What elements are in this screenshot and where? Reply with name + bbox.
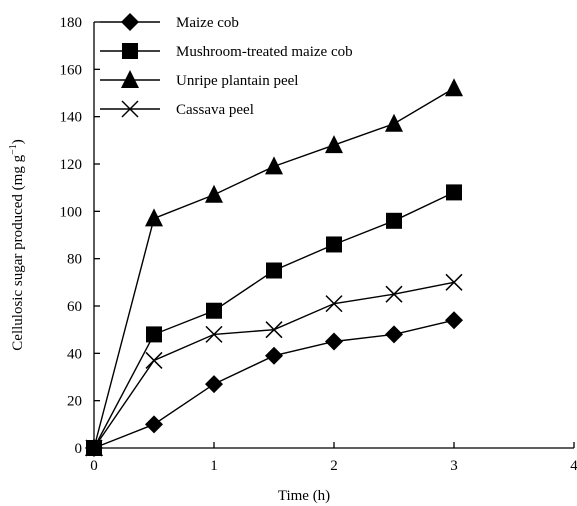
data-point-cassava-peel: [145, 351, 163, 369]
data-point-cassava-peel: [265, 321, 283, 339]
x-tick-label: 3: [450, 458, 458, 474]
data-point-cassava-peel: [205, 325, 223, 343]
data-point-cassava-peel: [385, 285, 403, 303]
data-point-mushroom-treated-maize-cob: [386, 212, 402, 229]
y-axis-title: Cellulosic sugar produced (mg g−1): [8, 139, 26, 350]
x-tick-label: 0: [90, 458, 98, 474]
legend-item-mushroom-treated-maize-cob: Mushroom-treated maize cob: [100, 43, 353, 60]
data-point-maize-cob: [145, 415, 163, 434]
data-point-mushroom-treated-maize-cob: [206, 302, 222, 319]
legend-marker: [121, 13, 139, 31]
data-point-unripe-plantain-peel: [265, 156, 283, 175]
data-point-maize-cob: [325, 332, 343, 351]
y-tick-label: 20: [67, 394, 82, 410]
data-point-unripe-plantain-peel: [385, 113, 403, 132]
series-cassava-peel: [85, 273, 463, 457]
data-point-unripe-plantain-peel: [205, 184, 223, 203]
legend-label: Mushroom-treated maize cob: [176, 44, 353, 60]
data-point-maize-cob: [385, 325, 403, 344]
data-point-cassava-peel: [325, 295, 343, 313]
data-point-cassava-peel: [85, 439, 103, 457]
legend-item-unripe-plantain-peel: Unripe plantain peel: [100, 70, 298, 89]
legend-label: Maize cob: [176, 15, 239, 31]
x-tick-label: 1: [210, 458, 218, 474]
legend-marker: [121, 100, 139, 118]
data-point-mushroom-treated-maize-cob: [446, 184, 462, 201]
data-point-mushroom-treated-maize-cob: [326, 236, 342, 253]
y-tick-label: 80: [67, 252, 82, 268]
series-mushroom-treated-maize-cob: [86, 184, 462, 456]
axes: [93, 22, 574, 449]
y-tick-label: 180: [60, 15, 83, 31]
y-tick-label: 160: [60, 62, 83, 78]
x-axis-title: Time (h): [278, 488, 330, 504]
ticks: 0 20 40 60 80 100 120 140 160 180 0 1 2 3 4: [60, 15, 577, 474]
data-point-maize-cob: [445, 311, 463, 330]
x-tick-label: 2: [330, 458, 338, 474]
y-tick-label: 100: [60, 204, 83, 220]
y-tick-label: 120: [60, 157, 83, 173]
data-point-maize-cob: [205, 375, 223, 394]
y-tick-label: 60: [67, 299, 82, 315]
series-maize-cob: [85, 311, 463, 457]
legend-marker: [122, 43, 138, 59]
legend-label: Unripe plantain peel: [176, 73, 298, 89]
series-layer: [85, 78, 463, 457]
legend-marker: [121, 70, 139, 88]
legend: Maize cob Mushroom-treated maize cob Unrip…: [100, 13, 353, 118]
data-point-unripe-plantain-peel: [145, 208, 163, 227]
legend-item-maize-cob: Maize cob: [100, 13, 239, 31]
y-tick-label: 40: [67, 346, 82, 362]
x-tick-label: 4: [570, 458, 577, 474]
y-tick-label: 140: [60, 110, 83, 126]
data-point-unripe-plantain-peel: [445, 78, 463, 97]
data-point-mushroom-treated-maize-cob: [146, 326, 162, 343]
data-point-cassava-peel: [445, 273, 463, 291]
y-tick-label: 0: [75, 441, 83, 457]
data-point-mushroom-treated-maize-cob: [266, 262, 282, 279]
legend-item-cassava-peel: Cassava peel: [100, 100, 254, 118]
data-point-unripe-plantain-peel: [325, 135, 343, 154]
series-line-mushroom-treated-maize-cob: [93, 191, 455, 449]
legend-label: Cassava peel: [176, 102, 254, 118]
data-point-maize-cob: [265, 346, 283, 365]
